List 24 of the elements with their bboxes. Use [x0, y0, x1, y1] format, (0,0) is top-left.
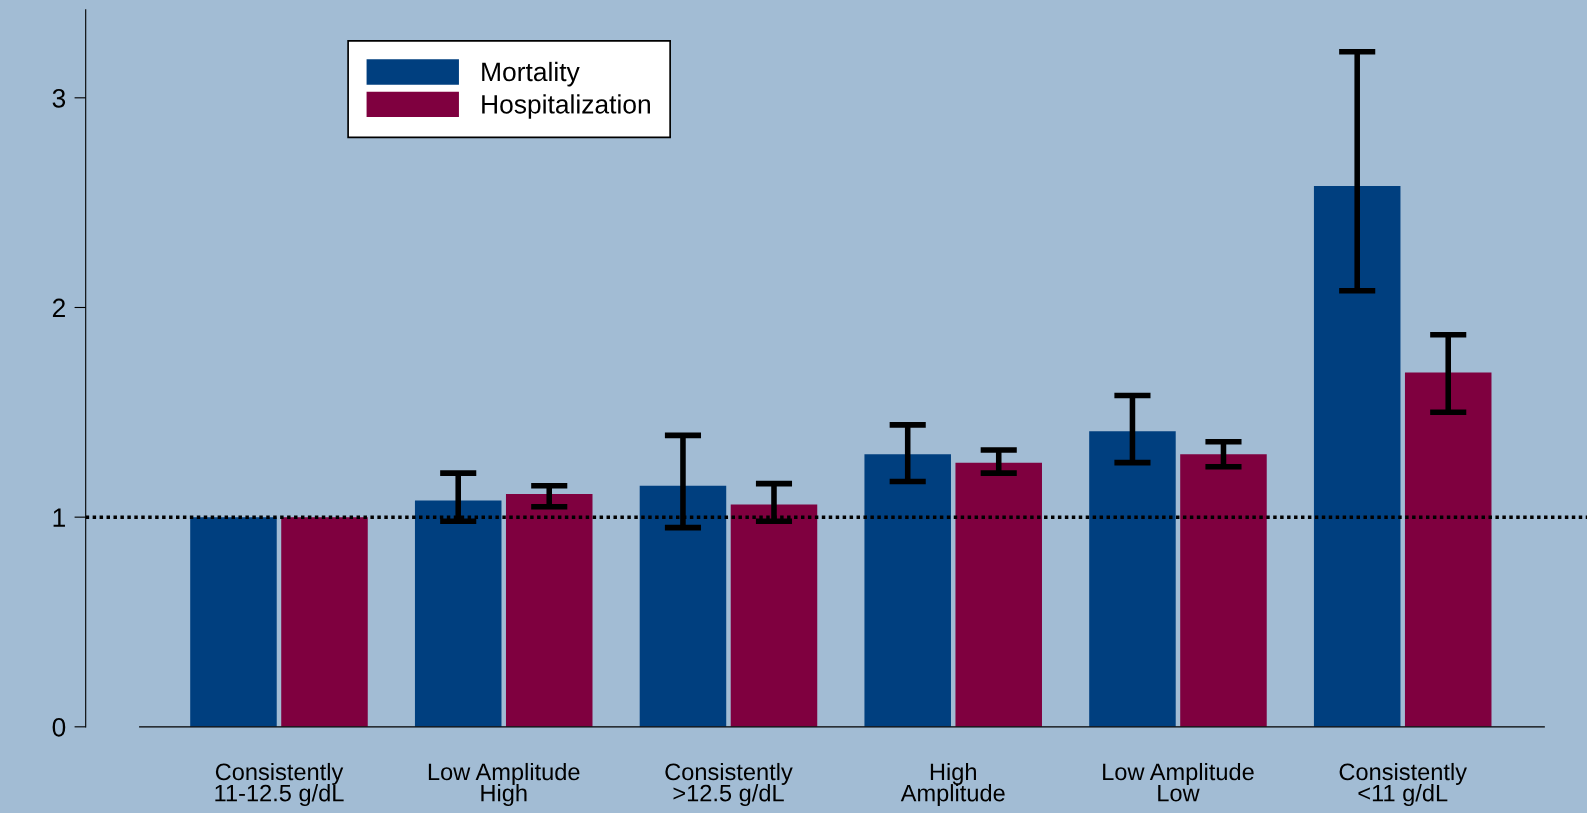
x-tick-label: Low Amplitude Low — [1103, 762, 1254, 802]
bar — [505, 494, 593, 727]
y-tick-label: 0 — [52, 717, 66, 737]
bar — [730, 504, 818, 727]
y-tick-label: 3 — [52, 88, 66, 108]
legend-label: Hospitalization — [482, 94, 650, 119]
x-tick-label: Consistently <11 g/dL — [1339, 762, 1467, 807]
x-tick-label: Consistently >12.5 g/dL — [665, 762, 793, 807]
x-tick-label: Low Amplitude High — [428, 762, 580, 807]
x-tick-label: Consistently 11-12.5 g/dL — [215, 762, 344, 807]
bar — [1313, 185, 1401, 727]
bar — [639, 485, 727, 727]
bar — [864, 454, 951, 727]
y-tick-label: 1 — [53, 508, 65, 527]
bar — [1404, 372, 1492, 727]
bar — [1180, 454, 1267, 727]
bar — [281, 517, 368, 727]
bar — [190, 517, 277, 727]
bar — [1089, 431, 1176, 727]
bar — [414, 500, 502, 727]
bar — [955, 462, 1042, 727]
legend-label: Mortality — [482, 61, 580, 87]
y-tick-label: 2 — [52, 298, 65, 318]
x-tick-label: High Amplitude — [900, 762, 1005, 807]
